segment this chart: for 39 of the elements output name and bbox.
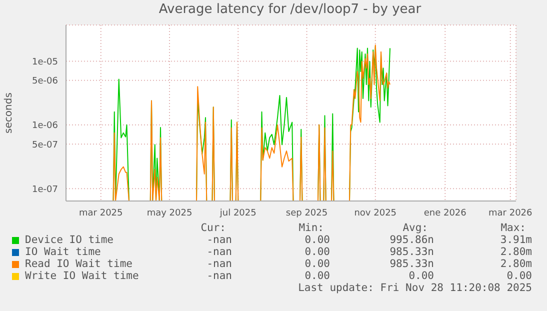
text: 995.86n	[390, 234, 434, 246]
text: 2.80m	[500, 258, 532, 270]
legend-label: IO Wait time	[25, 246, 101, 258]
x-tick-label: mar 2025	[79, 208, 123, 218]
text: 0.00	[304, 246, 330, 258]
text: Min:	[298, 222, 324, 234]
y-axis-title: seconds	[4, 92, 15, 134]
text: Last update: Fri Nov 28 11:20:08 2025	[298, 282, 532, 294]
y-tick-label: 1e-07	[32, 184, 58, 195]
text: 0.00	[304, 234, 330, 246]
x-tick-label: nov 2025	[354, 208, 397, 218]
text: 3.91m	[500, 234, 532, 246]
x-tick-label: jul 2025	[218, 208, 256, 218]
y-tick-label: 1e-06	[32, 121, 58, 132]
legend-label: Read IO Wait time	[25, 258, 132, 270]
chart-title: Average latency for /dev/loop7 - by year	[158, 2, 422, 17]
text: 985.33n	[390, 246, 434, 258]
x-tick-label: may 2025	[146, 208, 192, 218]
x-tick-label: mar 2026	[488, 208, 533, 218]
legend-label: Device IO time	[25, 234, 114, 246]
x-tick-label: ene 2026	[424, 208, 467, 218]
y-tick-label: 5e-06	[32, 76, 58, 87]
text: 985.33n	[390, 258, 434, 270]
text: -nan	[206, 270, 232, 282]
y-tick-label: 5e-07	[32, 140, 58, 150]
legend-label: Write IO Wait time	[25, 270, 139, 282]
text: -nan	[206, 234, 232, 246]
text: Max:	[500, 222, 526, 234]
text: 2.80m	[500, 246, 532, 258]
text: 0.00	[506, 270, 532, 282]
text: 0.00	[304, 258, 330, 270]
text: -nan	[206, 258, 232, 270]
text: 0.00	[304, 270, 330, 282]
x-tick-label: sep 2025	[286, 208, 328, 218]
text: Avg:	[402, 222, 428, 234]
text: 0.00	[408, 270, 434, 282]
text: Cur:	[200, 222, 226, 234]
text: -nan	[206, 246, 232, 258]
y-tick-label: 1e-05	[32, 57, 58, 68]
